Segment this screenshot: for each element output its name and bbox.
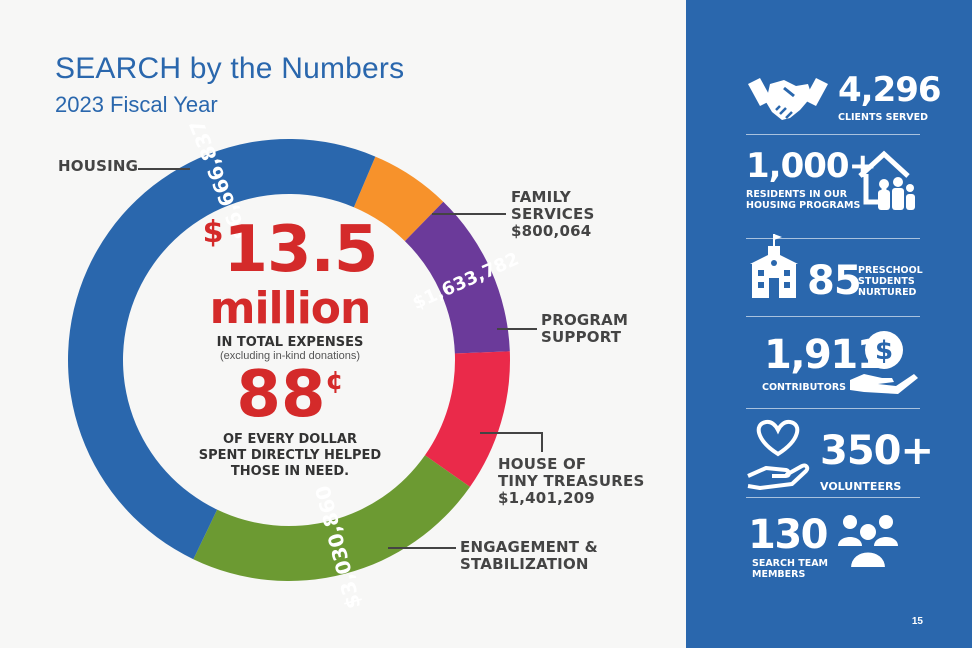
residents-label-line2: HOUSING PROGRAMS xyxy=(746,200,861,211)
schoolhouse-icon xyxy=(750,234,798,298)
divider-5 xyxy=(746,497,920,498)
leader-line-engagement xyxy=(388,547,456,549)
leader-line-hott-h xyxy=(480,432,542,434)
divider-1 xyxy=(746,134,920,135)
volunteers-label: VOLUNTEERS xyxy=(820,480,902,493)
team-label: SEARCH TEAM MEMBERS xyxy=(752,558,828,580)
preschool-label-line3: NURTURED xyxy=(858,287,917,298)
total-caption: IN TOTAL EXPENSES xyxy=(216,335,364,350)
label-hott-line2: TINY TREASURES xyxy=(498,472,645,490)
residents-number: 1,000+ xyxy=(746,146,877,186)
divider-3 xyxy=(746,316,920,317)
page-number: 15 xyxy=(911,616,923,627)
label-program-line2: SUPPORT xyxy=(541,328,622,346)
divider-2 xyxy=(746,238,920,239)
team-label-line1: SEARCH TEAM xyxy=(752,558,829,569)
sentence-line1: OF EVERY DOLLAR xyxy=(223,432,357,447)
label-program-line1: PROGRAM xyxy=(541,311,629,329)
label-housing: HOUSING xyxy=(58,157,139,175)
page-subtitle: 2023 Fiscal Year xyxy=(55,92,218,117)
label-hott-line1: HOUSE OF xyxy=(498,455,587,473)
donut-slice-family-services xyxy=(353,156,444,242)
donut-slice-housing xyxy=(67,138,376,560)
amount-unit: million xyxy=(209,283,372,334)
page-title: SEARCH by the Numbers xyxy=(55,52,405,85)
clients-number: 4,296 xyxy=(838,70,942,110)
dollar-sign: $ xyxy=(202,215,224,250)
leader-line-housing xyxy=(138,168,190,170)
cents-sentence: OF EVERY DOLLAR SPENT DIRECTLY HELPED TH… xyxy=(185,432,395,480)
handshake-icon xyxy=(748,78,828,120)
preschool-number: 85 xyxy=(807,258,862,304)
volunteers-number: 350+ xyxy=(820,428,934,474)
hand-dollar-icon: $ xyxy=(850,331,918,394)
total-amount: $13.5 xyxy=(185,215,395,285)
contributors-label: CONTRIBUTORS xyxy=(762,382,846,393)
label-family-services: FAMILY SERVICES $800,064 xyxy=(511,189,594,240)
clients-label: CLIENTS SERVED xyxy=(838,112,929,123)
label-family-line1: FAMILY xyxy=(511,188,571,206)
house-family-icon xyxy=(858,150,915,210)
expense-donut-chart: $6,666,837$1,633,782$3,030,860 xyxy=(67,138,510,581)
sentence-line2: SPENT DIRECTLY HELPED xyxy=(198,448,382,463)
label-program-support: PROGRAM SUPPORT xyxy=(541,312,628,346)
team-label-line2: MEMBERS xyxy=(752,569,806,580)
residents-label: RESIDENTS IN OUR HOUSING PROGRAMS xyxy=(746,189,860,211)
label-eng-line1: ENGAGEMENT & xyxy=(460,538,598,556)
leader-line-family xyxy=(432,213,506,215)
total-note: (excluding in-kind donations) xyxy=(219,350,361,362)
donut-slice-engagement-stabilization xyxy=(193,455,470,581)
donut-slice-program-support xyxy=(404,201,510,354)
center-summary: $13.5 million IN TOTAL EXPENSES (excludi… xyxy=(185,215,395,480)
residents-label-line1: RESIDENTS IN OUR xyxy=(746,189,848,200)
stats-panel: 4,296 CLIENTS SERVED 1,000+ RESIDENTS IN… xyxy=(686,0,972,648)
preschool-label-line1: PRESCHOOL xyxy=(858,265,923,276)
svg-text:$: $ xyxy=(875,336,893,366)
cents-value: 88 xyxy=(236,358,326,432)
team-number: 130 xyxy=(748,512,829,558)
leader-line-program xyxy=(497,328,537,330)
preschool-label: PRESCHOOL STUDENTS NURTURED xyxy=(858,265,923,298)
label-engagement: ENGAGEMENT & STABILIZATION xyxy=(460,539,598,573)
label-family-line2: SERVICES xyxy=(511,205,595,223)
preschool-label-line2: STUDENTS xyxy=(858,276,915,287)
label-eng-line2: STABILIZATION xyxy=(460,555,589,573)
cents-figure: 88¢ xyxy=(185,362,395,428)
hand-heart-icon xyxy=(747,419,810,490)
cent-sign: ¢ xyxy=(325,366,344,396)
label-house-tiny-treasures: HOUSE OF TINY TREASURES $1,401,209 xyxy=(498,456,644,507)
label-hott-value: $1,401,209 xyxy=(498,489,595,507)
amount-value: 13.5 xyxy=(223,213,378,287)
leader-line-hott-v xyxy=(541,432,543,452)
people-group-icon xyxy=(838,515,898,569)
divider-4 xyxy=(746,408,920,409)
contributors-number: 1,911 xyxy=(764,332,885,378)
donut-slice-house-tiny-treasures xyxy=(424,351,510,487)
sentence-line3: THOSE IN NEED. xyxy=(230,464,350,479)
label-family-value: $800,064 xyxy=(511,222,592,240)
